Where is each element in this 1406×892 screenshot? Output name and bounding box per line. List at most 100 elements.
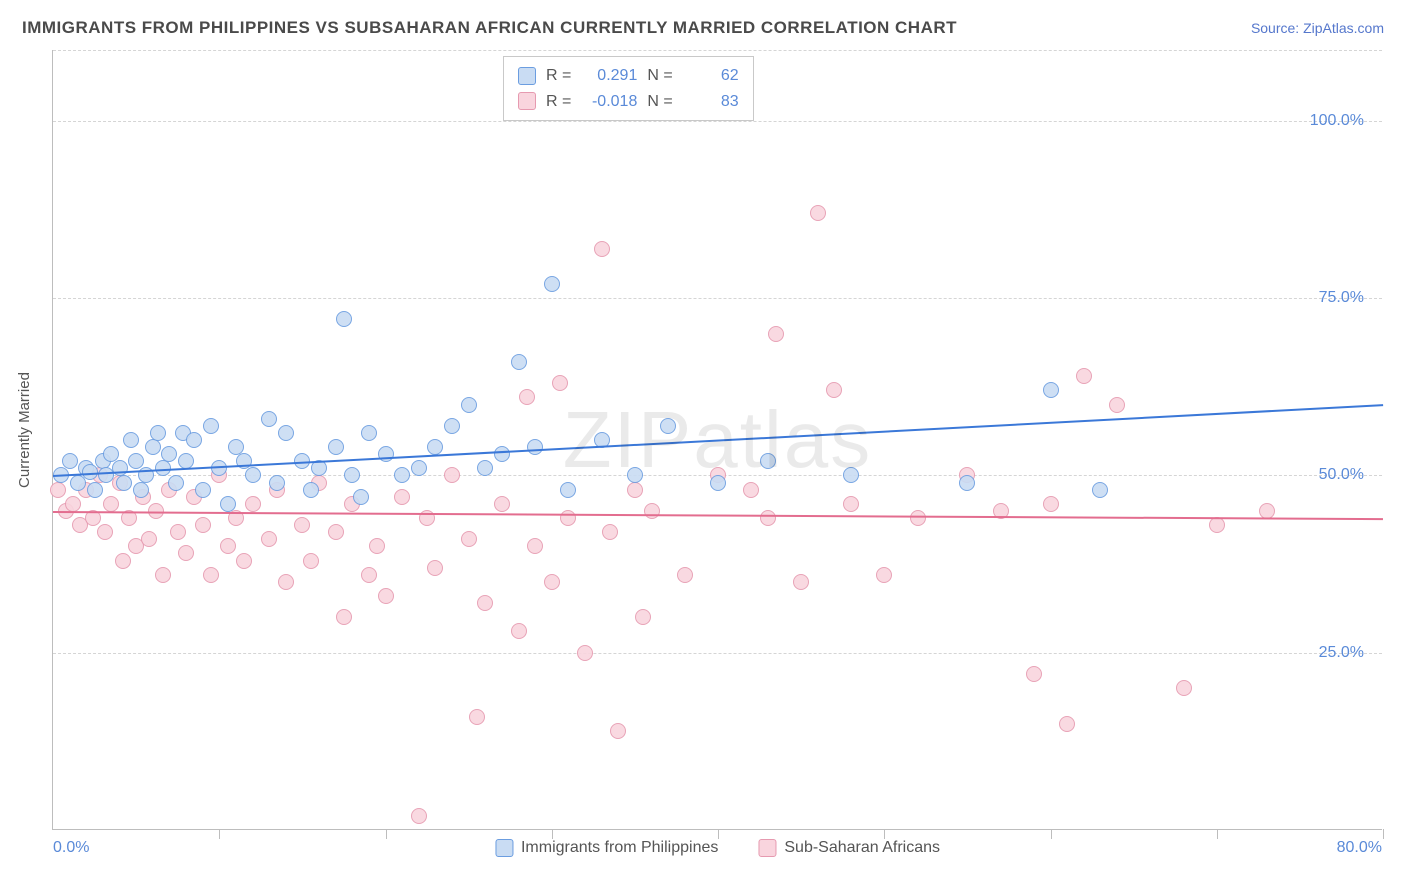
data-point [760, 510, 776, 526]
data-point [116, 475, 132, 491]
data-point [353, 489, 369, 505]
data-point [768, 326, 784, 342]
data-point [62, 453, 78, 469]
data-point [336, 311, 352, 327]
data-point [610, 723, 626, 739]
data-point [544, 276, 560, 292]
grid-line [53, 653, 1382, 654]
data-point [236, 553, 252, 569]
plot-area: 25.0% 50.0% 75.0% 100.0% [53, 50, 1382, 829]
grid-line [53, 298, 1382, 299]
data-point [336, 609, 352, 625]
data-point [394, 467, 410, 483]
data-point [261, 411, 277, 427]
n-label: N = [647, 63, 672, 89]
x-tick [1217, 829, 1218, 839]
data-point [594, 241, 610, 257]
data-point [843, 496, 859, 512]
data-point [269, 475, 285, 491]
stats-row-series-2: R = -0.018 N = 83 [518, 89, 739, 115]
data-point [527, 538, 543, 554]
stats-legend: R = 0.291 N = 62 R = -0.018 N = 83 [503, 56, 754, 121]
legend-label-2: Sub-Saharan Africans [784, 839, 940, 857]
r-label: R = [546, 89, 571, 115]
swatch-icon [518, 67, 536, 85]
data-point [178, 545, 194, 561]
data-point [602, 524, 618, 540]
data-point [1076, 368, 1092, 384]
data-point [361, 567, 377, 583]
x-tick [718, 829, 719, 839]
data-point [627, 467, 643, 483]
data-point [170, 524, 186, 540]
y-tick-label: 100.0% [1310, 112, 1364, 130]
data-point [793, 574, 809, 590]
legend-item-1: Immigrants from Philippines [495, 839, 718, 857]
bottom-legend: Immigrants from Philippines Sub-Saharan … [495, 839, 940, 857]
data-point [394, 489, 410, 505]
data-point [444, 418, 460, 434]
trend-line [53, 511, 1383, 520]
x-tick [884, 829, 885, 839]
source-label: Source: ZipAtlas.com [1251, 20, 1384, 36]
data-point [145, 439, 161, 455]
data-point [378, 446, 394, 462]
swatch-icon [758, 839, 776, 857]
y-tick-label: 25.0% [1319, 644, 1364, 662]
data-point [760, 453, 776, 469]
data-point [677, 567, 693, 583]
data-point [627, 482, 643, 498]
data-point [876, 567, 892, 583]
data-point [511, 623, 527, 639]
data-point [1176, 680, 1192, 696]
x-tick [1383, 829, 1384, 839]
y-tick-label: 50.0% [1319, 466, 1364, 484]
n-label: N = [647, 89, 672, 115]
data-point [220, 538, 236, 554]
x-axis-max-label: 80.0% [1337, 839, 1382, 857]
data-point [186, 432, 202, 448]
data-point [660, 418, 676, 434]
x-axis-min-label: 0.0% [53, 839, 89, 857]
x-tick [219, 829, 220, 839]
data-point [278, 574, 294, 590]
data-point [411, 460, 427, 476]
data-point [444, 467, 460, 483]
data-point [461, 531, 477, 547]
grid-line [53, 50, 1382, 51]
data-point [361, 425, 377, 441]
data-point [97, 524, 113, 540]
data-point [150, 425, 166, 441]
data-point [328, 524, 344, 540]
data-point [168, 475, 184, 491]
plot-frame: 25.0%50.0%75.0%100.0% ZIPatlas R = 0.291… [52, 50, 1382, 830]
data-point [133, 482, 149, 498]
data-point [544, 574, 560, 590]
data-point [560, 510, 576, 526]
r-label: R = [546, 63, 571, 89]
data-point [261, 531, 277, 547]
data-point [710, 475, 726, 491]
data-point [245, 496, 261, 512]
data-point [527, 439, 543, 455]
y-axis-title: Currently Married [16, 372, 33, 488]
n-value-1: 62 [683, 63, 739, 89]
legend-label-1: Immigrants from Philippines [521, 839, 718, 857]
data-point [378, 588, 394, 604]
data-point [477, 460, 493, 476]
y-tick-label: 75.0% [1319, 289, 1364, 307]
data-point [469, 709, 485, 725]
data-point [1026, 666, 1042, 682]
data-point [552, 375, 568, 391]
data-point [220, 496, 236, 512]
data-point [87, 482, 103, 498]
data-point [115, 553, 131, 569]
data-point [635, 609, 651, 625]
chart-title: IMMIGRANTS FROM PHILIPPINES VS SUBSAHARA… [22, 18, 957, 38]
data-point [195, 517, 211, 533]
data-point [1092, 482, 1108, 498]
data-point [303, 482, 319, 498]
data-point [810, 205, 826, 221]
data-point [519, 389, 535, 405]
data-point [141, 531, 157, 547]
